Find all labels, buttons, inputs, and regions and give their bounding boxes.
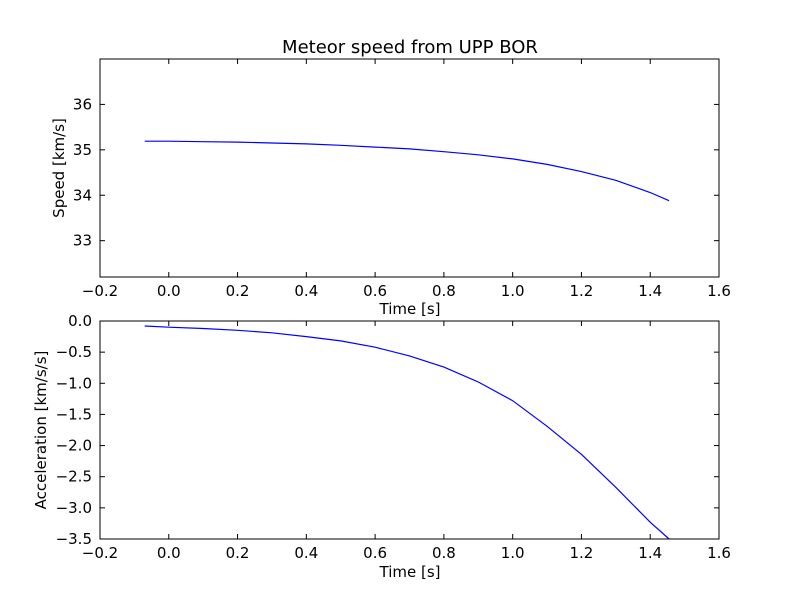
acceleration-y-tick-label: −2.5: [56, 468, 92, 486]
speed-x-tick-label: 1.2: [570, 282, 594, 300]
acceleration-x-tick-label: 0.4: [294, 544, 318, 562]
speed-y-tick-label: 36: [73, 95, 92, 113]
acceleration-y-axis-label: Acceleration [km/s/s]: [32, 351, 50, 510]
speed-x-tick-label: 1.4: [638, 282, 662, 300]
speed-x-tick-label: 1.0: [501, 282, 525, 300]
acceleration-x-tick-label: 0.2: [226, 544, 250, 562]
speed-x-tick-label: 0.4: [294, 282, 318, 300]
acceleration-y-tick-label: −2.0: [56, 437, 92, 455]
acceleration-y-tick-label: −3.0: [56, 499, 92, 517]
speed-x-tick-label: 0.6: [363, 282, 387, 300]
acceleration-ticks-layer: −0.2 0.0 0.2 0.4 0.6 0.8 1.0 1.2 1.4 1.6 −3.5 −3.0 −…: [56, 312, 731, 562]
acceleration-y-tick-label: −0.5: [56, 343, 92, 361]
speed-axes-frame: [99, 58, 720, 278]
speed-ticks-layer: −0.2 0.0 0.2 0.4 0.6 0.8 1.0 1.2 1.4 1.6 33 34 35 36: [73, 59, 731, 300]
speed-x-tick-label: 0.8: [432, 282, 456, 300]
acceleration-x-tick-label: 1.6: [707, 544, 731, 562]
speed-series-line: [144, 140, 670, 202]
acceleration-series-line: [144, 325, 670, 540]
acceleration-x-tick-label: 0.6: [363, 544, 387, 562]
acceleration-y-tick-label: −1.5: [56, 405, 92, 423]
acceleration-x-tick-label: −0.2: [82, 544, 118, 562]
speed-y-tick-label: 33: [73, 232, 92, 250]
speed-panel: Meteor speed from UPP BOR −0.2 0.0 0.2 0.4 0…: [50, 37, 731, 318]
speed-x-tick-label: 0.2: [226, 282, 250, 300]
acceleration-y-tick-label: −3.5: [56, 530, 92, 548]
speed-x-tick-label: −0.2: [82, 282, 118, 300]
acceleration-panel: −0.2 0.0 0.2 0.4 0.6 0.8 1.0 1.2 1.4 1.6 −3.5 −3.0 −…: [32, 312, 731, 581]
speed-x-axis-label: Time [s]: [379, 300, 441, 318]
speed-x-tick-label: 1.6: [707, 282, 731, 300]
acceleration-x-tick-label: 1.4: [638, 544, 662, 562]
speed-y-axis-label: Speed [km/s]: [50, 118, 68, 218]
acceleration-series-layer: [144, 325, 670, 540]
acceleration-y-tick-label: −1.0: [56, 374, 92, 392]
speed-y-tick-label: 34: [73, 186, 92, 204]
acceleration-x-tick-label: 1.0: [501, 544, 525, 562]
speed-y-tick-label: 35: [73, 141, 92, 159]
acceleration-x-tick-label: 0.8: [432, 544, 456, 562]
acceleration-y-tick-label: 0.0: [68, 312, 92, 330]
acceleration-axes-frame: [99, 320, 720, 540]
acceleration-x-tick-label: 0.0: [157, 544, 181, 562]
acceleration-x-axis-label: Time [s]: [379, 563, 441, 581]
acceleration-x-tick-label: 1.2: [570, 544, 594, 562]
speed-series-layer: [144, 140, 670, 202]
speed-x-tick-label: 0.0: [157, 282, 181, 300]
chart-title: Meteor speed from UPP BOR: [282, 37, 538, 58]
